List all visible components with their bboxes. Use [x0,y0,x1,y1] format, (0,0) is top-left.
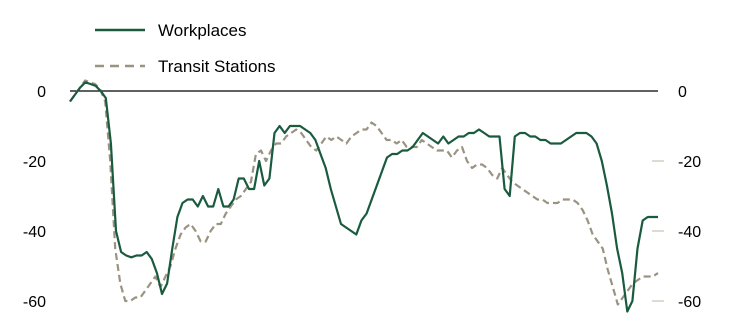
y-tick-label-left: -40 [23,224,46,241]
y-tick-label-right: -60 [678,294,701,311]
y-tick-label-left: -20 [23,154,46,171]
y-tick-label-left: 0 [37,84,46,101]
y-axis-left: 0 -20 -40 -60 [23,84,46,311]
y-axis-right: 0 -20 -40 -60 [652,84,701,311]
y-tick-label-right: -40 [678,224,701,241]
legend-label-transit-stations: Transit Stations [158,57,275,76]
y-tick-label-right: 0 [678,84,687,101]
legend: Workplaces Transit Stations [95,21,275,76]
series-layer [69,79,659,313]
y-tick-label-right: -20 [678,154,701,171]
series-line-transit-stations [69,79,659,306]
series-line-workplaces [69,81,658,313]
y-tick-label-left: -60 [23,294,46,311]
legend-label-workplaces: Workplaces [158,21,247,40]
